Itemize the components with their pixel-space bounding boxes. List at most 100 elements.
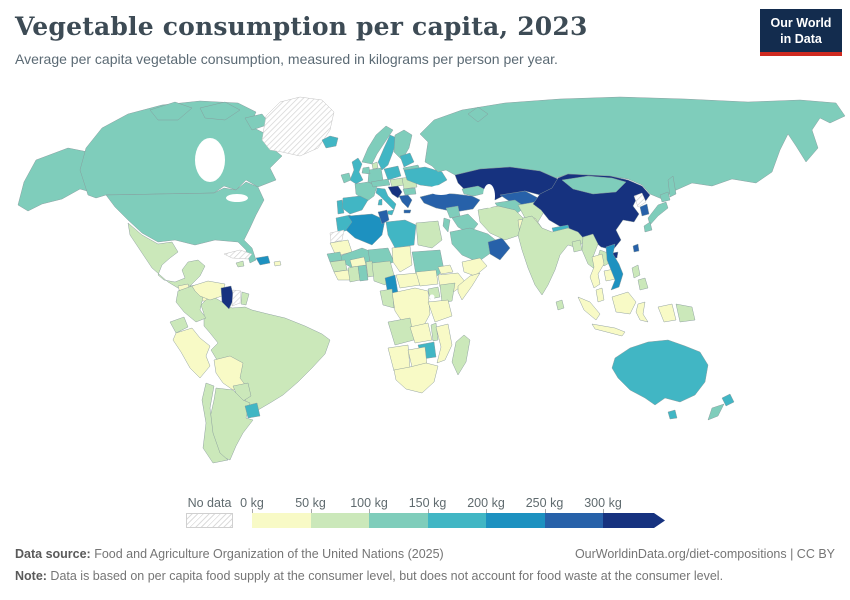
country-new-zealand-north[interactable] xyxy=(721,393,735,407)
country-denmark[interactable] xyxy=(371,161,379,170)
country-tunisia[interactable] xyxy=(377,209,390,225)
country-indonesia-west-papua[interactable] xyxy=(657,303,677,323)
country-guyana[interactable] xyxy=(220,285,235,310)
country-bulgaria[interactable] xyxy=(402,187,417,196)
country-indonesia-sumatra[interactable] xyxy=(577,296,601,321)
country-south-africa[interactable] xyxy=(393,362,439,394)
country-sri-lanka[interactable] xyxy=(555,299,565,311)
country-ukraine[interactable] xyxy=(403,166,448,188)
country-jordan-israel[interactable] xyxy=(442,217,451,233)
country-japan-hokkaido[interactable] xyxy=(659,191,671,203)
country-finland[interactable] xyxy=(393,129,413,161)
country-russia-sakhalin[interactable] xyxy=(667,175,677,198)
country-malawi[interactable] xyxy=(430,322,439,342)
country-kenya[interactable] xyxy=(439,282,456,304)
country-thailand[interactable] xyxy=(589,253,605,289)
country-suriname[interactable] xyxy=(231,289,242,307)
country-greenland[interactable] xyxy=(261,96,335,157)
legend-bin-0-50 kg[interactable] xyxy=(252,513,312,528)
country-western-sahara[interactable] xyxy=(329,229,345,244)
country-madagascar[interactable] xyxy=(451,334,471,376)
country-japan-kyushu[interactable] xyxy=(643,221,653,233)
country-baltics[interactable] xyxy=(399,152,415,168)
country-french-guiana[interactable] xyxy=(240,291,250,306)
country-malaysia[interactable] xyxy=(595,287,605,303)
country-canada-arctic-islands[interactable] xyxy=(199,101,241,121)
country-angola[interactable] xyxy=(387,317,415,346)
owid-logo[interactable]: Our World in Data xyxy=(760,9,842,56)
legend-bin-200-250 kg[interactable] xyxy=(486,513,546,528)
country-somalia[interactable] xyxy=(457,272,481,301)
country-hispaniola[interactable] xyxy=(255,255,271,266)
world-choropleth-map[interactable] xyxy=(0,90,850,490)
country-australia-tasmania[interactable] xyxy=(667,409,678,420)
country-canada-arctic-islands[interactable] xyxy=(149,101,193,121)
country-south-korea[interactable] xyxy=(639,203,650,217)
legend-bin-100-150 kg[interactable] xyxy=(369,513,429,528)
country-burkina-faso[interactable] xyxy=(349,256,367,268)
country-oman[interactable] xyxy=(487,237,511,261)
country-eritrea[interactable] xyxy=(437,264,454,275)
country-chile[interactable] xyxy=(201,382,229,464)
legend-bin-50-100 kg[interactable] xyxy=(310,513,370,528)
country-libya[interactable] xyxy=(385,219,417,249)
country-philippines-luzon[interactable] xyxy=(631,264,641,279)
country-caucasus[interactable] xyxy=(461,185,491,197)
country-algeria[interactable] xyxy=(345,213,386,246)
country-greece-crete[interactable] xyxy=(403,209,412,214)
country-india[interactable] xyxy=(517,215,586,296)
country-mozambique[interactable] xyxy=(435,323,453,364)
country-yemen[interactable] xyxy=(461,257,488,277)
country-italy-sardinia[interactable] xyxy=(377,198,383,206)
legend-bin-300+ kg[interactable] xyxy=(603,513,665,528)
country-senegal[interactable] xyxy=(326,251,343,263)
country-chad[interactable] xyxy=(391,245,413,273)
country-cuba[interactable] xyxy=(223,249,253,260)
country-norway[interactable] xyxy=(361,125,394,165)
country-iceland[interactable] xyxy=(321,135,339,149)
country-tanzania[interactable] xyxy=(427,299,453,323)
country-north-korea[interactable] xyxy=(633,192,647,208)
country-usa[interactable] xyxy=(105,181,265,264)
country-netherlands-belgium[interactable] xyxy=(361,166,371,175)
country-indonesia-java[interactable] xyxy=(591,323,626,337)
citation-link[interactable]: OurWorldinData.org/diet-compositions | C… xyxy=(574,547,835,561)
legend-bin-250-300 kg[interactable] xyxy=(544,513,604,528)
country-alpine-states[interactable] xyxy=(370,178,391,188)
country-zambia[interactable] xyxy=(409,322,433,344)
country-indonesia-sulawesi[interactable] xyxy=(635,301,649,323)
country-uk[interactable] xyxy=(349,157,364,185)
country-jamaica[interactable] xyxy=(235,260,245,268)
country-greece[interactable] xyxy=(398,194,413,209)
country-bangladesh[interactable] xyxy=(571,239,583,253)
legend-bin-150-200 kg[interactable] xyxy=(427,513,487,528)
country-russia-novaya-zemlya[interactable] xyxy=(467,106,489,123)
country-papua-new-guinea[interactable] xyxy=(675,303,696,323)
country-mexico[interactable] xyxy=(127,222,206,289)
country-syria[interactable] xyxy=(445,205,461,219)
country-puerto-rico[interactable] xyxy=(273,260,282,267)
country-central-african-republic[interactable] xyxy=(395,272,421,289)
country-hungary-slovakia[interactable] xyxy=(389,177,405,188)
country-congo-gabon[interactable] xyxy=(379,288,395,309)
country-spain[interactable] xyxy=(341,195,369,215)
legend-no-data-swatch[interactable] xyxy=(186,513,233,528)
country-australia[interactable] xyxy=(611,339,709,406)
country-uruguay[interactable] xyxy=(244,402,261,419)
country-japan-honshu[interactable] xyxy=(647,201,669,226)
country-namibia[interactable] xyxy=(387,344,411,372)
country-south-sudan[interactable] xyxy=(415,269,439,287)
country-philippines-mindanao[interactable] xyxy=(637,277,649,291)
country-peru[interactable] xyxy=(172,327,211,379)
country-indonesia-borneo[interactable] xyxy=(611,291,637,315)
country-mongolia[interactable] xyxy=(561,175,627,195)
country-vietnam[interactable] xyxy=(605,243,624,291)
country-new-zealand-south[interactable] xyxy=(707,403,725,421)
country-balkans[interactable] xyxy=(387,185,403,199)
country-taiwan[interactable] xyxy=(632,243,640,253)
country-guinea[interactable] xyxy=(329,259,348,273)
country-venezuela[interactable] xyxy=(191,280,226,301)
country-ecuador[interactable] xyxy=(169,316,189,334)
country-egypt[interactable] xyxy=(415,220,443,249)
country-drc[interactable] xyxy=(391,287,431,330)
